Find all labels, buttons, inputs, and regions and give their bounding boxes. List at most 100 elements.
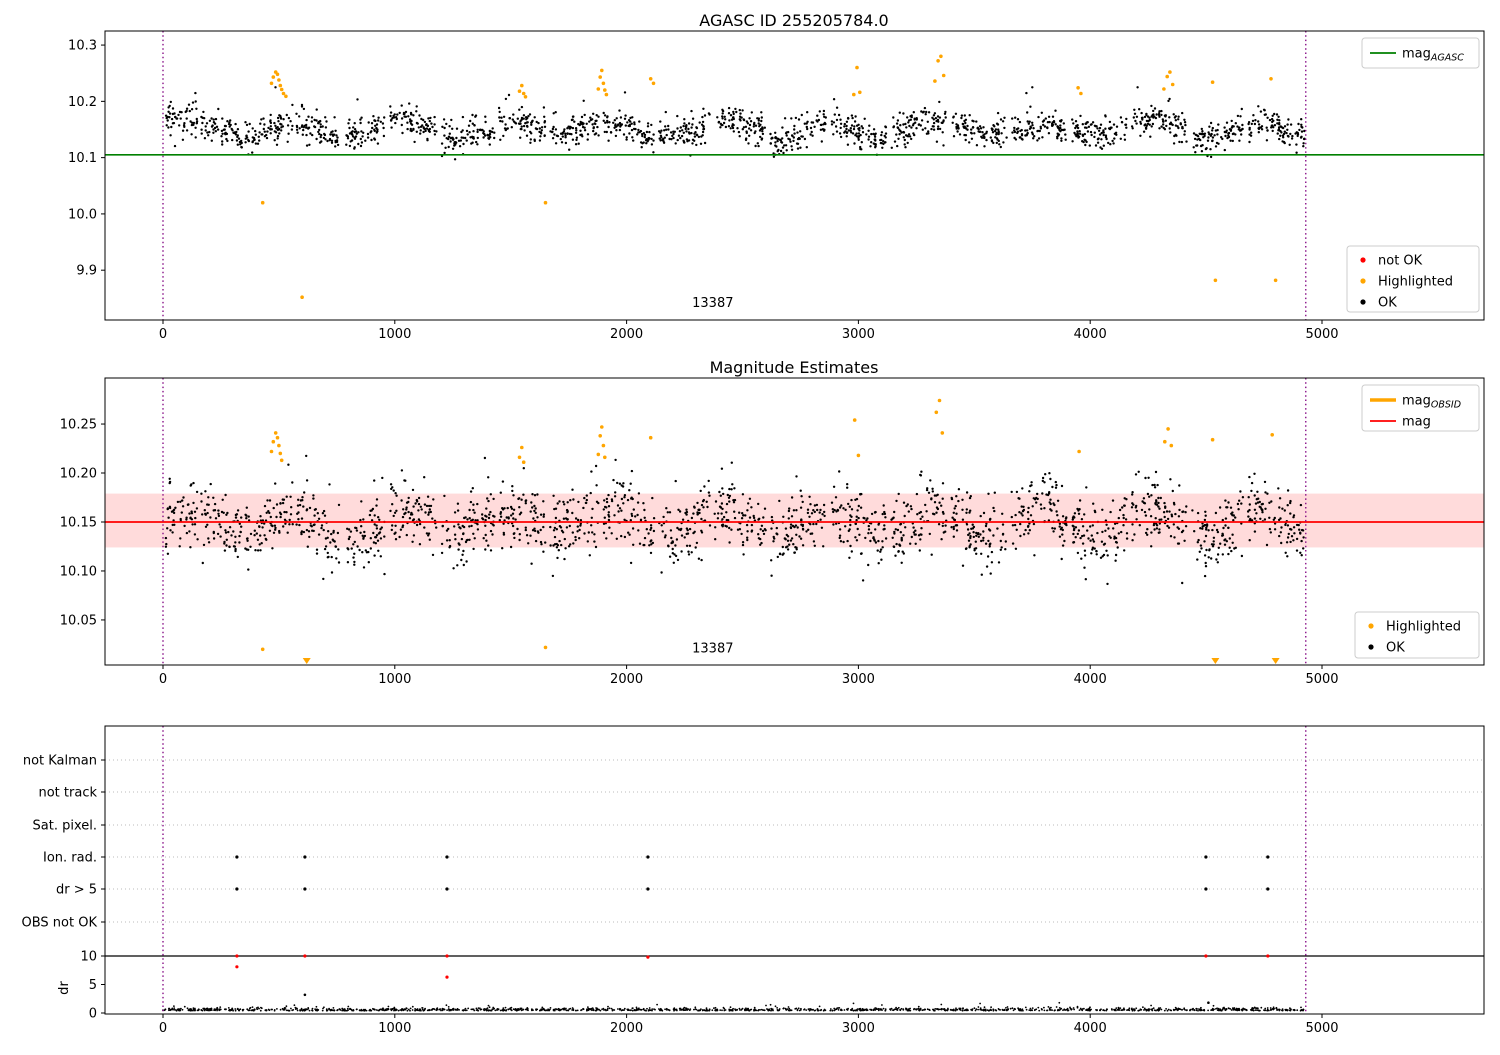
ok-point <box>169 529 171 531</box>
ok-point <box>490 493 492 495</box>
ok-point <box>434 133 436 135</box>
ok-point <box>1063 540 1065 542</box>
ok-point <box>782 552 784 554</box>
ok-point <box>484 116 486 118</box>
ok-point <box>455 137 457 139</box>
ok-point <box>755 125 757 127</box>
ok-point <box>976 144 978 146</box>
ok-point <box>702 500 704 502</box>
ok-point <box>978 536 980 538</box>
ok-point <box>1113 137 1115 139</box>
dr-trace-point <box>702 1009 704 1011</box>
ok-point <box>329 138 331 140</box>
ok-point <box>1160 110 1162 112</box>
ok-point <box>1207 131 1209 133</box>
dr-trace-point <box>984 1006 986 1008</box>
ok-point <box>171 531 173 533</box>
ok-point <box>730 488 732 490</box>
ok-point <box>843 125 845 127</box>
ok-point <box>907 503 909 505</box>
ok-point <box>823 110 825 112</box>
ok-point <box>403 479 405 481</box>
ok-point <box>320 123 322 125</box>
dr-trace-point <box>439 1009 441 1011</box>
ok-point <box>686 533 688 535</box>
dr-trace-point <box>1014 1008 1016 1010</box>
ok-point <box>485 534 487 536</box>
ok-point <box>1251 482 1253 484</box>
ok-point <box>1092 121 1094 123</box>
ok-point <box>427 117 429 119</box>
ok-point <box>348 127 350 129</box>
ok-point <box>1109 143 1111 145</box>
ok-point <box>371 122 373 124</box>
ok-point <box>1205 562 1207 564</box>
ok-point <box>1228 136 1230 138</box>
ok-point <box>685 509 687 511</box>
highlighted-point <box>280 88 284 92</box>
dr-tick-label: 0 <box>89 1007 97 1022</box>
ok-point <box>747 502 749 504</box>
ok-point <box>441 552 443 554</box>
ok-point <box>330 533 332 535</box>
ok-point <box>1200 544 1202 546</box>
ok-point <box>983 145 985 147</box>
ok-point <box>921 119 923 121</box>
ok-point <box>926 489 928 491</box>
ok-point <box>1037 116 1039 118</box>
ok-point <box>966 523 968 525</box>
ok-point <box>555 508 557 510</box>
ok-point <box>741 512 743 514</box>
ok-point <box>1158 528 1160 530</box>
ok-point <box>965 119 967 121</box>
ok-point <box>703 128 705 130</box>
ok-point <box>1071 140 1073 142</box>
ok-point <box>259 549 261 551</box>
ok-point <box>462 550 464 552</box>
ok-point <box>640 519 642 521</box>
ok-point <box>975 541 977 543</box>
ok-point <box>540 543 542 545</box>
ok-point <box>472 509 474 511</box>
ok-point <box>476 503 478 505</box>
ok-point <box>419 543 421 545</box>
ok-point <box>1224 524 1226 526</box>
ok-point <box>167 553 169 555</box>
flag-points <box>235 855 1269 858</box>
ok-point <box>942 525 944 527</box>
ok-point <box>861 141 863 143</box>
ok-point <box>1116 126 1118 128</box>
ok-point <box>507 516 509 518</box>
ok-point <box>182 130 184 132</box>
ok-point <box>1175 134 1177 136</box>
ok-point <box>667 125 669 127</box>
ok-point <box>361 141 363 143</box>
ok-point <box>540 541 542 543</box>
ok-point <box>234 132 236 134</box>
ok-point <box>236 139 238 141</box>
ok-point <box>318 129 320 131</box>
ok-point <box>632 527 634 529</box>
ok-point <box>275 131 277 133</box>
ok-point <box>165 537 167 539</box>
ok-point <box>936 506 938 508</box>
ok-point <box>1101 541 1103 543</box>
ok-point <box>1210 122 1212 124</box>
dr-trace-point <box>1264 1008 1266 1010</box>
ok-point <box>352 556 354 558</box>
dr-trace-point <box>228 1007 230 1009</box>
ok-point <box>389 115 391 117</box>
ok-point <box>916 513 918 515</box>
ok-point <box>1141 117 1143 119</box>
ok-point <box>1171 123 1173 125</box>
ok-point <box>718 491 720 493</box>
ok-point <box>400 499 402 501</box>
highlighted-point <box>1211 80 1215 84</box>
ok-point <box>512 494 514 496</box>
ok-point <box>1158 508 1160 510</box>
ok-point <box>742 493 744 495</box>
dr-trace-point <box>1038 1010 1040 1012</box>
ok-point <box>525 500 527 502</box>
flag-point <box>303 855 306 858</box>
ok-point <box>572 498 574 500</box>
